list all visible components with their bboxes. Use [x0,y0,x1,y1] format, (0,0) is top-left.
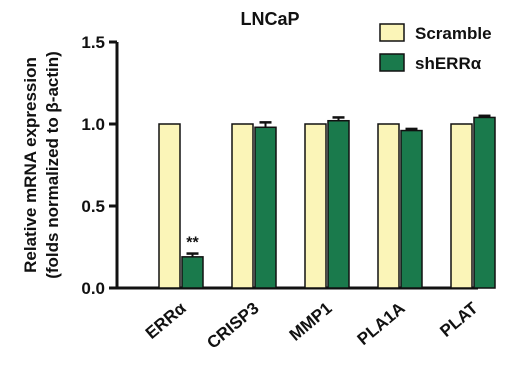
chart-title: LNCaP [240,9,299,29]
significance-label: ** [186,235,199,252]
bar [158,123,181,289]
x-tick-label: ERRα [142,298,190,343]
y-axis-label-line2: (folds normalized to β-actin) [43,51,62,279]
y-tick-label: 0.0 [81,279,105,298]
legend-label: Scramble [415,24,492,43]
legend-label: shERRα [415,54,482,73]
legend-swatch [379,53,405,72]
bar [254,126,277,289]
y-tick-label: 1.0 [81,115,105,134]
bar [304,123,327,289]
bar [181,256,204,289]
y-tick-label: 1.5 [81,33,105,52]
bar [400,129,423,289]
legend: Scramble shERRα [379,23,492,73]
y-axis-label-line1: Relative mRNA expression [21,57,40,273]
bar [377,123,400,289]
bar [327,119,350,289]
x-tick-label: CRISP3 [203,299,262,353]
x-tick-label: MMP1 [286,299,336,345]
x-tick-label: PLA1A [354,299,409,349]
x-tick-label: PLAT [436,298,482,341]
bars: ** [158,114,496,289]
bar [450,123,473,289]
y-axis-label: Relative mRNA expression (folds normaliz… [21,51,62,279]
x-tick-labels: ERRα CRISP3 MMP1 PLA1A PLAT [142,298,482,352]
y-tick-label: 0.5 [81,197,105,216]
legend-swatch [379,23,405,42]
bar [473,116,496,289]
bar [231,123,254,289]
